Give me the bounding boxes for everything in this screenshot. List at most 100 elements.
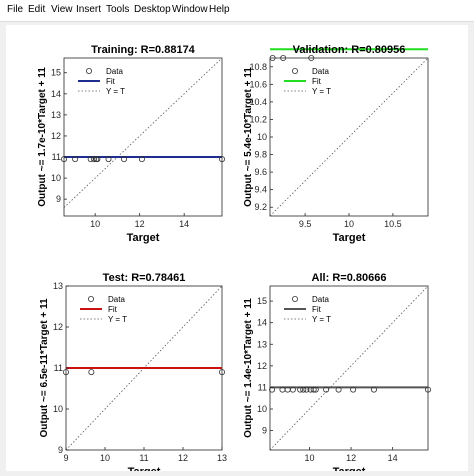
data-point <box>105 156 112 163</box>
y-tick-label: 9.6 <box>254 167 267 177</box>
data-point <box>300 386 307 393</box>
data-point <box>88 369 95 376</box>
y-tick-label: 9 <box>56 194 61 204</box>
data-point <box>138 156 145 163</box>
legend-fit-label: Fit <box>106 77 116 86</box>
menu-desktop[interactable]: Desktop <box>134 4 171 15</box>
data-point <box>310 386 317 393</box>
plot-title: Training: R=0.88174 <box>91 44 196 56</box>
y-tick-label: 15 <box>257 296 267 306</box>
y-tick-label: 11 <box>54 363 63 373</box>
data-point <box>63 369 70 376</box>
data-point <box>424 386 431 393</box>
data-point <box>289 386 296 393</box>
data-point <box>61 156 68 163</box>
data-point <box>218 156 225 163</box>
y-tick-label: 10.2 <box>249 114 267 124</box>
y-tick-label: 10 <box>51 173 61 183</box>
legend-fit-label: Fit <box>108 305 118 314</box>
legend-identity-label: Y = T <box>106 87 125 96</box>
data-point <box>308 54 315 61</box>
x-tick-label: 14 <box>179 219 189 229</box>
y-tick-label: 15 <box>51 68 61 78</box>
y-tick-label: 12 <box>51 131 61 141</box>
y-tick-label: 9.8 <box>254 150 267 160</box>
y-tick-label: 14 <box>257 318 267 328</box>
data-point <box>280 54 287 61</box>
identity-line <box>63 57 223 208</box>
data-point <box>370 386 377 393</box>
y-axis-label: Output ~= 5.4e-10*Target + 11 <box>243 67 254 207</box>
y-tick-label: 10 <box>257 132 267 142</box>
legend-data-marker <box>291 295 298 302</box>
y-tick-label: 10 <box>257 404 267 414</box>
x-tick-label: 10 <box>90 219 100 229</box>
y-tick-label: 9.2 <box>254 202 267 212</box>
legend-identity-label: Y = T <box>312 87 331 96</box>
legend-fit-label: Fit <box>312 305 322 314</box>
legend-data-marker <box>291 68 298 75</box>
menu-bar: File Edit View Insert Tools Desktop Wind… <box>0 0 474 22</box>
y-tick-label: 14 <box>51 89 61 99</box>
y-tick-label: 13 <box>51 110 61 120</box>
plot-title: All: R=0.80666 <box>312 272 387 284</box>
y-tick-label: 10.6 <box>249 79 267 89</box>
menu-help[interactable]: Help <box>209 4 230 15</box>
legend-data-label: Data <box>312 67 329 76</box>
regression-plots: 10 12 14 9 10 11 12 13 14 15 Training: R=0.88174 Ta… <box>37 44 431 476</box>
menu-view[interactable]: View <box>51 4 73 15</box>
x-tick-label: 10 <box>100 453 110 463</box>
legend-data-marker <box>88 295 95 302</box>
data-point <box>94 156 101 163</box>
x-axis-label: Target <box>333 232 366 244</box>
menu-tools[interactable]: Tools <box>106 4 130 15</box>
identity-line <box>269 57 429 217</box>
identity-line <box>269 285 429 451</box>
x-tick-label: 10 <box>344 219 354 229</box>
x-tick-label: 11 <box>139 453 148 463</box>
x-tick-label: 9.5 <box>299 219 312 229</box>
data-point <box>323 386 330 393</box>
y-tick-label: 10 <box>53 404 63 414</box>
legend-box <box>75 64 133 102</box>
y-tick-label: 9 <box>262 426 267 436</box>
data-point <box>297 386 304 393</box>
y-tick-label: 9.4 <box>254 185 267 195</box>
legend-box <box>281 64 339 102</box>
menu-edit[interactable]: Edit <box>28 4 46 15</box>
x-tick-label: 9 <box>63 453 68 463</box>
y-tick-label: 11 <box>258 382 267 392</box>
legend-box <box>281 292 339 330</box>
y-tick-label: 12 <box>257 361 267 371</box>
y-axis-label: Output ~= 1.7e-10*Target + 11 <box>37 67 48 207</box>
x-tick-label: 12 <box>135 219 145 229</box>
x-axis-label: Target <box>127 232 160 244</box>
x-tick-label: 12 <box>346 453 356 463</box>
data-point <box>350 386 357 393</box>
plot-title: Validation: R=0.80956 <box>293 44 406 56</box>
y-tick-label: 10.4 <box>249 97 267 107</box>
legend-data-marker <box>86 68 93 75</box>
data-point <box>269 386 276 393</box>
x-tick-label: 13 <box>217 453 227 463</box>
y-axis-label: Output ~= 1.4e-10*Target + 11 <box>243 298 254 438</box>
x-tick-label: 14 <box>388 453 398 463</box>
x-tick-label: 12 <box>178 453 188 463</box>
legend-data-label: Data <box>312 295 329 304</box>
data-point <box>72 156 79 163</box>
legend-data-label: Data <box>108 295 125 304</box>
data-point <box>303 386 310 393</box>
data-point <box>121 156 128 163</box>
legend-data-label: Data <box>106 67 123 76</box>
menu-insert[interactable]: Insert <box>76 4 102 15</box>
plot-panel-3: 9 10 11 12 13 9 10 11 12 13 Test: R=0.78461 Target O… <box>39 272 227 476</box>
data-point <box>335 386 342 393</box>
menu-window[interactable]: Window <box>172 4 208 15</box>
menu-file[interactable]: File <box>7 4 24 15</box>
x-tick-label: 10.5 <box>384 219 402 229</box>
data-point <box>218 369 225 376</box>
data-point <box>312 386 319 393</box>
plot-panel-1: 10 12 14 9 10 11 12 13 14 15 Training: R=0.88174 Ta… <box>37 44 225 244</box>
